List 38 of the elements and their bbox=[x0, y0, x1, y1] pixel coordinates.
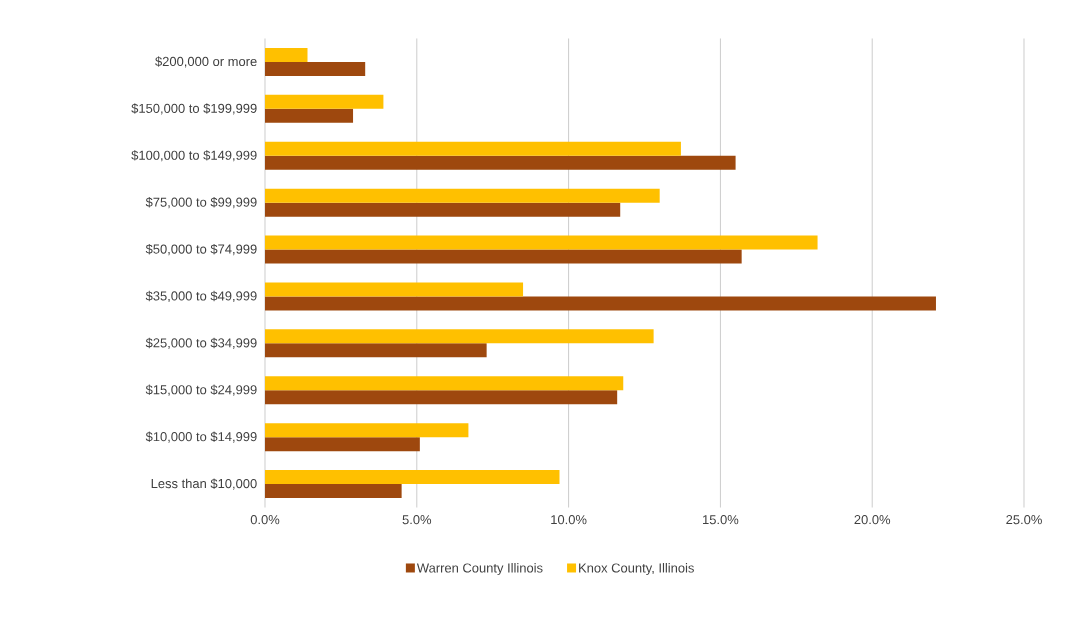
x-tick-label: 0.0% bbox=[250, 515, 280, 525]
legend-label: Knox County, Illinois bbox=[579, 563, 694, 576]
y-tick-label: Less than $10,000 bbox=[151, 478, 257, 490]
bar bbox=[265, 47, 308, 62]
bar bbox=[265, 329, 654, 344]
bar bbox=[265, 282, 524, 297]
y-tick-label: $25,000 to $34,999 bbox=[145, 337, 257, 349]
bar bbox=[265, 376, 624, 391]
y-tick-label: $15,000 to $24,999 bbox=[145, 384, 257, 396]
y-tick-label: $50,000 to $74,999 bbox=[145, 243, 257, 256]
y-tick-label: $35,000 to $49,999 bbox=[145, 290, 257, 303]
y-tick-label: $10,000 to $14,999 bbox=[145, 431, 257, 443]
bar bbox=[265, 423, 469, 438]
bar bbox=[265, 155, 736, 170]
x-tick-label: 20.0% bbox=[854, 515, 891, 525]
bar bbox=[265, 249, 742, 264]
x-tick-label: 10.0% bbox=[551, 515, 587, 525]
y-tick-label: $100,000 to $149,999 bbox=[131, 150, 257, 162]
bar bbox=[265, 296, 936, 311]
legend-label: Warren County Illinois bbox=[416, 563, 543, 576]
bar bbox=[265, 108, 354, 123]
y-tick-label: $200,000 or more bbox=[155, 56, 257, 68]
bar bbox=[265, 470, 560, 485]
bar bbox=[265, 94, 384, 109]
bar bbox=[265, 343, 487, 358]
bar bbox=[265, 202, 621, 217]
x-tick-label: 15.0% bbox=[703, 515, 739, 525]
bar bbox=[265, 390, 618, 405]
y-tick-label: $150,000 to $199,999 bbox=[131, 103, 257, 115]
bar bbox=[265, 188, 660, 203]
x-tick-label: 5.0% bbox=[402, 515, 432, 525]
x-tick-label: 25.0% bbox=[1006, 515, 1042, 525]
bar bbox=[265, 484, 402, 499]
bar bbox=[265, 141, 681, 156]
bar bbox=[265, 437, 420, 452]
bar bbox=[265, 61, 366, 76]
bar bbox=[265, 235, 818, 250]
y-tick-label: $75,000 to $99,999 bbox=[145, 197, 257, 209]
